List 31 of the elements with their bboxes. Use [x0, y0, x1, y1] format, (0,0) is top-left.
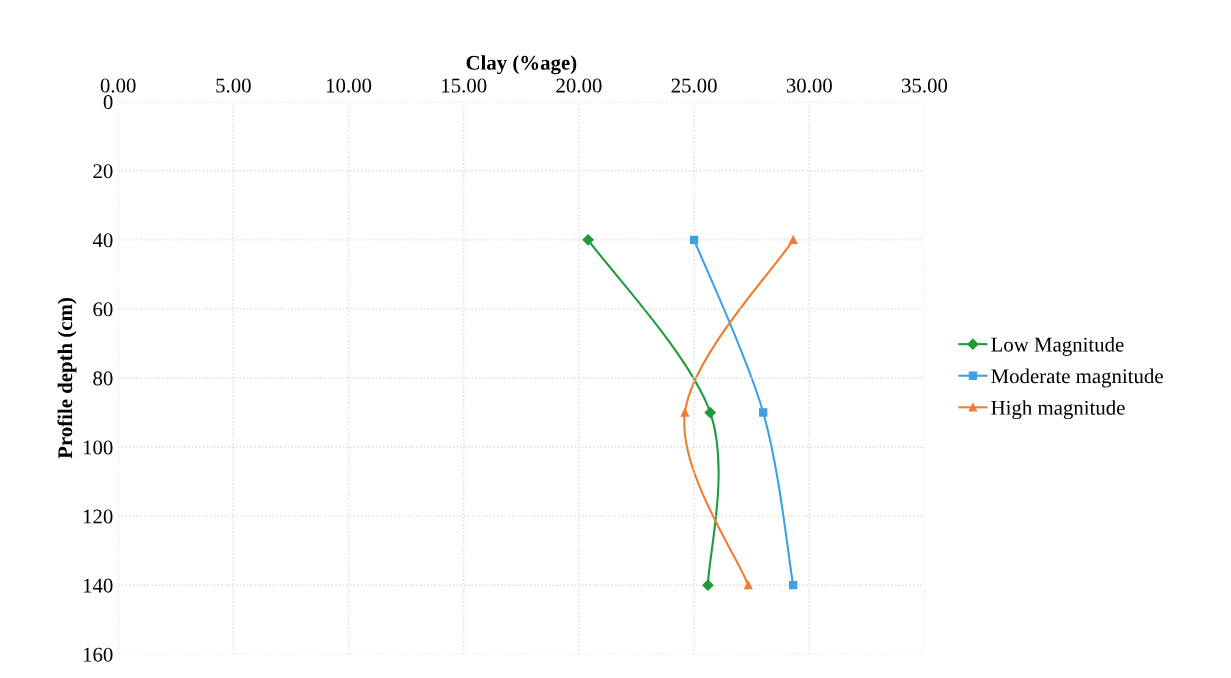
point — [702, 579, 714, 591]
x-tick-label: 35.00 — [902, 78, 948, 93]
y-axis-title: Profile depth (cm) — [57, 298, 77, 459]
x-tick-label: 20.00 — [556, 78, 602, 93]
y-tick-label: 80 — [93, 371, 113, 386]
x-tick-label: 10.00 — [326, 78, 372, 93]
point — [582, 234, 594, 246]
legend-label: Moderate magnitude — [991, 368, 1163, 388]
point — [680, 408, 690, 417]
legend-label: High magnitude — [991, 400, 1125, 420]
point — [789, 235, 798, 245]
y-tick-label: 0 — [103, 95, 113, 110]
point — [789, 581, 798, 590]
x-tick-label: 25.00 — [671, 78, 717, 93]
x-tick-label: 15.00 — [442, 78, 487, 93]
x-axis-title: Clay (%age) — [466, 55, 577, 75]
y-tick-label: 140 — [83, 578, 113, 593]
point — [744, 581, 753, 590]
y-tick-label: 20 — [93, 164, 113, 179]
y-tick-label: 40 — [92, 233, 113, 248]
y-tick-label: 60 — [93, 302, 113, 317]
y-tick-label: 100 — [83, 440, 113, 455]
point — [759, 408, 768, 417]
x-tick-label: 0.00 — [100, 78, 136, 93]
point — [689, 235, 699, 245]
y-tick-label: 160 — [83, 647, 113, 662]
x-tick-label: 30.00 — [786, 78, 832, 93]
point — [704, 406, 716, 419]
y-tick-label: 120 — [83, 509, 113, 524]
legend-label: Low Magnitude — [991, 336, 1124, 356]
x-tick-label: 5.00 — [216, 78, 251, 93]
